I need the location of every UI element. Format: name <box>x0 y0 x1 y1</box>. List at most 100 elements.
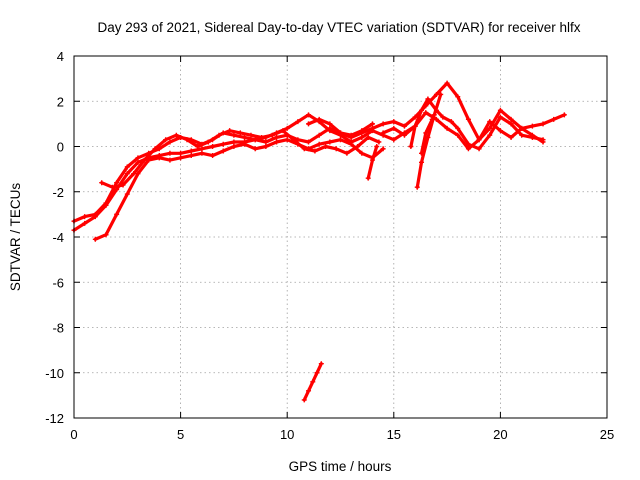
data-point <box>248 132 254 138</box>
data-point <box>414 184 420 190</box>
data-point <box>167 139 173 145</box>
data-point <box>401 123 407 129</box>
data-point <box>344 150 350 156</box>
data-point <box>227 128 233 134</box>
data-point <box>323 144 329 149</box>
data-point <box>380 121 386 127</box>
data-point <box>338 137 343 143</box>
data-point <box>419 150 425 156</box>
data-point <box>391 125 397 131</box>
data-point <box>465 141 471 147</box>
data-point <box>365 175 371 181</box>
data-point <box>551 116 557 122</box>
data-point <box>195 144 201 149</box>
y-axis-label: SDTVAR / TECUs <box>8 183 23 292</box>
data-point <box>444 80 450 86</box>
data-point <box>274 139 280 145</box>
data-point <box>306 121 312 127</box>
data-point <box>412 123 418 129</box>
data-point <box>338 130 343 136</box>
data-point <box>391 137 397 143</box>
data-point <box>82 214 88 220</box>
x-axis-label: GPS time / hours <box>289 459 392 474</box>
data-point <box>124 164 130 170</box>
data-point <box>529 123 535 129</box>
data-point <box>295 119 301 125</box>
y-tick-label: 2 <box>57 94 64 109</box>
data-point <box>141 157 147 163</box>
data-point <box>365 134 371 140</box>
data-point <box>561 112 567 118</box>
data-point <box>487 132 493 138</box>
data-point <box>216 132 222 138</box>
data-point <box>135 159 141 165</box>
data-point <box>301 146 307 152</box>
data-point <box>284 125 290 131</box>
data-point <box>508 121 514 127</box>
data-point <box>487 119 493 125</box>
data-point <box>425 96 431 102</box>
data-point <box>497 114 503 120</box>
data-point <box>540 137 546 143</box>
series-line <box>381 110 545 151</box>
data-point <box>423 130 429 136</box>
data-point <box>109 184 115 190</box>
data-point <box>103 232 109 238</box>
data-point <box>167 157 173 163</box>
y-tick-label: 4 <box>57 49 64 64</box>
data-point <box>391 119 397 125</box>
data-point <box>508 116 514 122</box>
data-point <box>306 388 312 394</box>
data-point <box>369 121 375 127</box>
data-point <box>173 132 179 138</box>
y-tick-label: -2 <box>52 185 64 200</box>
x-tick-label: 0 <box>70 427 77 442</box>
data-point <box>318 361 324 367</box>
data-point <box>380 130 386 136</box>
data-point <box>355 144 361 149</box>
data-point <box>205 139 211 145</box>
data-point <box>433 91 439 97</box>
data-point <box>314 370 320 376</box>
data-point <box>306 112 312 118</box>
data-point <box>114 180 120 186</box>
grid <box>74 56 607 418</box>
data-point <box>184 137 190 143</box>
data-point <box>231 132 237 138</box>
data-point <box>423 110 429 116</box>
data-point <box>92 211 98 217</box>
x-tick-label: 25 <box>600 427 614 442</box>
data-point <box>103 200 109 206</box>
series-line <box>72 122 375 223</box>
data-point <box>301 397 307 403</box>
data-series <box>71 80 567 403</box>
series-track-c <box>92 137 386 242</box>
data-point <box>497 128 503 134</box>
data-point <box>291 137 297 143</box>
data-point <box>465 116 471 122</box>
data-point <box>252 146 258 152</box>
data-point <box>124 171 130 177</box>
data-point <box>374 144 380 149</box>
data-point <box>312 148 318 154</box>
data-point <box>316 141 322 147</box>
data-point <box>92 236 98 242</box>
data-point <box>178 150 184 156</box>
data-point <box>316 116 322 122</box>
data-point <box>99 180 105 186</box>
data-point <box>369 125 375 131</box>
data-point <box>178 155 184 161</box>
data-point <box>188 148 194 154</box>
data-point <box>455 125 461 131</box>
data-point <box>508 134 514 140</box>
data-point <box>280 128 286 134</box>
data-point <box>380 146 386 152</box>
data-point <box>412 114 418 120</box>
data-point <box>259 134 265 140</box>
data-point <box>455 94 461 100</box>
data-point <box>120 182 126 188</box>
data-point <box>188 153 194 159</box>
data-point <box>429 116 435 122</box>
data-point <box>316 132 322 138</box>
data-point <box>306 139 312 145</box>
